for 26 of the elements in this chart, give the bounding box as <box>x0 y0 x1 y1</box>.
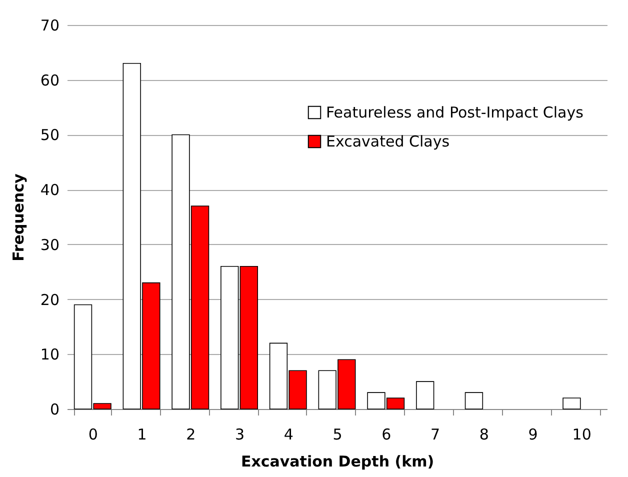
y-tick-label: 10 <box>40 346 60 364</box>
x-tick-label: 1 <box>137 426 147 444</box>
y-tick-label: 20 <box>40 290 60 309</box>
x-tick-label: 5 <box>332 426 342 444</box>
bar <box>464 392 484 410</box>
bar <box>562 398 581 410</box>
y-tick-label: 60 <box>40 71 60 90</box>
x-tick-label: 8 <box>479 426 489 444</box>
x-tick-label: 9 <box>528 426 538 444</box>
y-tick-label: 0 <box>50 400 60 418</box>
legend-label: Excavated Clays <box>326 132 450 150</box>
x-tick-label: 0 <box>88 426 98 444</box>
x-tick-label: 10 <box>572 426 592 444</box>
x-tick-label: 2 <box>186 426 196 444</box>
legend-label: Featureless and Post-Impact Clays <box>326 104 584 122</box>
bar <box>416 381 434 410</box>
y-tick-label: 30 <box>40 236 60 254</box>
x-tick-label: 6 <box>382 426 392 444</box>
x-axis-title: Excavation Depth (km) <box>240 452 434 470</box>
y-tick-label: 40 <box>40 181 60 200</box>
y-tick-label: 70 <box>40 16 60 34</box>
y-axis-title: Frequency <box>9 173 28 262</box>
x-tick-label: 4 <box>284 426 294 444</box>
x-tick-label: 3 <box>234 426 245 444</box>
y-tick-label: 50 <box>40 126 60 144</box>
x-tick-label: 7 <box>430 426 440 444</box>
